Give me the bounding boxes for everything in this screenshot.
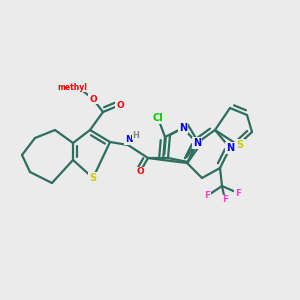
Text: N: N: [193, 138, 201, 148]
Text: F: F: [222, 196, 228, 205]
Text: methyl: methyl: [57, 82, 87, 91]
Text: O: O: [136, 167, 144, 176]
Text: S: S: [236, 140, 244, 150]
Text: F: F: [235, 188, 241, 197]
Text: O: O: [89, 94, 97, 103]
Text: N: N: [179, 123, 187, 133]
Text: H: H: [133, 130, 140, 140]
Text: O: O: [116, 100, 124, 109]
Text: S: S: [89, 173, 97, 183]
Text: F: F: [204, 191, 210, 200]
Text: Cl: Cl: [153, 113, 164, 123]
Text: N: N: [226, 143, 234, 153]
Text: N: N: [125, 136, 133, 145]
